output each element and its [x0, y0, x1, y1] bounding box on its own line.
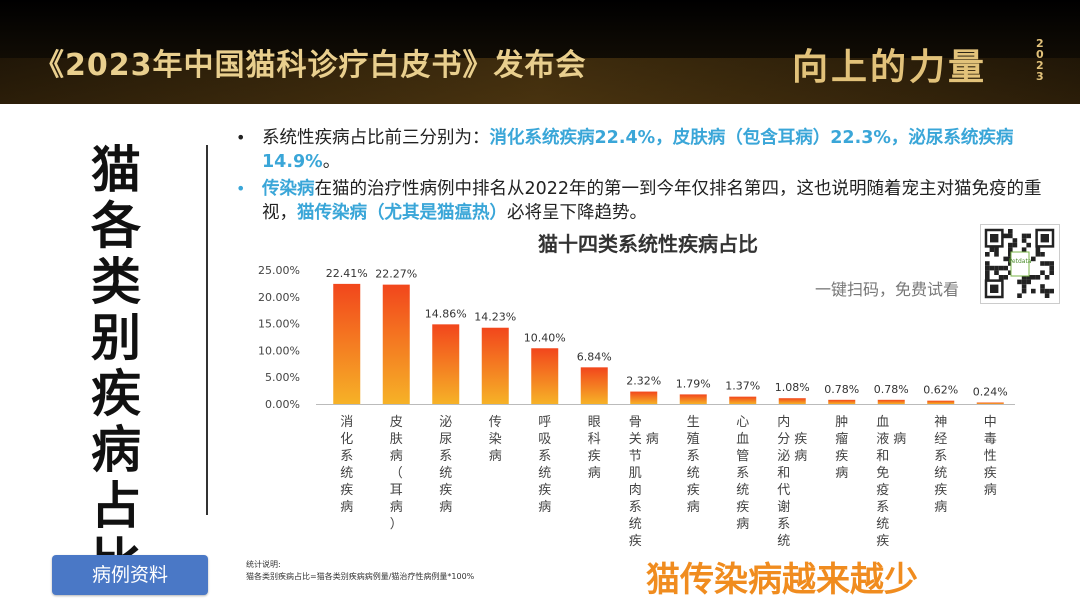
bullet-1-end: 。: [322, 152, 341, 172]
bar-value-label: 1.08%: [775, 381, 810, 394]
bar: [382, 284, 410, 404]
side-title: 猫各类别疾病占比: [91, 141, 141, 590]
y-tick-label: 20.00%: [258, 291, 300, 304]
y-tick-label: 0.00%: [265, 398, 300, 411]
bullet-2-end: 必将呈下降趋势。: [507, 203, 647, 223]
bullet-2-highlight-1: 传染病: [262, 179, 315, 199]
bar: [333, 283, 361, 404]
bar: [679, 394, 707, 404]
bar: [778, 398, 806, 404]
brand-year: 2023: [1036, 37, 1044, 83]
y-tick-label: 25.00%: [258, 264, 300, 277]
bar-value-label: 10.40%: [524, 331, 566, 344]
bullet-1-text: 系统性疾病占比前三分别为：: [262, 128, 490, 148]
bar-value-label: 2.32%: [626, 375, 661, 388]
chart-title: 猫十四类系统性疾病占比: [538, 232, 758, 256]
bullet-1-highlight: 消化系统疾病22.4%，皮肤病（包含耳病）22.3%，泌尿系统疾病14.9%: [262, 128, 1014, 172]
bar: [976, 402, 1004, 404]
x-tick-label: 神经系统疾病: [934, 415, 947, 515]
bar-value-label: 14.23%: [474, 311, 516, 324]
bar-value-label: 1.37%: [725, 380, 760, 393]
case-data-button[interactable]: 病例资料: [52, 555, 208, 595]
bar: [580, 367, 608, 404]
x-tick-label: 生殖系统疾病: [687, 415, 700, 515]
side-divider: [206, 145, 208, 515]
x-tick-label: 眼科疾病: [588, 415, 601, 481]
summary-bullets: • 系统性疾病占比前三分别为：消化系统疾病22.4%，皮肤病（包含耳病）22.3…: [232, 126, 1042, 228]
bullet-2: • 传染病在猫的治疗性病例中排名从2022年的第一到今年仅排名第四，这也说明随着…: [232, 177, 1042, 225]
x-tick-label: 消化系统疾病: [340, 415, 353, 515]
bar: [828, 399, 856, 404]
bar-value-label: 0.62%: [923, 384, 958, 397]
x-tick-label: 骨关节肌肉系统疾病: [629, 415, 659, 549]
notes-formula: 猫各类别疾病占比=猫各类别疾病病例量/猫治疗性病例量*100%: [246, 572, 475, 581]
header-banner: 《2023年中国猫科诊疗白皮书》发布会 向上的力量 2023: [0, 0, 1080, 104]
notes-label: 统计说明:: [246, 560, 281, 569]
x-tick-label: 呼吸系统疾病: [538, 415, 551, 515]
header-glow: [0, 58, 1080, 104]
bar-value-label: 1.79%: [676, 377, 711, 390]
bar-value-label: 22.41%: [326, 267, 368, 280]
slogan: 猫传染病越来越少: [646, 560, 918, 600]
y-tick-label: 5.00%: [265, 371, 300, 384]
x-tick-label: 肿瘤疾病: [835, 415, 848, 481]
bar: [432, 324, 460, 404]
qr-code[interactable]: Petdata: [980, 224, 1060, 304]
bar-value-label: 6.84%: [577, 350, 612, 363]
bullet-2-text: 在猫的治疗性病例中排名从2022年的第一到今年仅排名第四，这也说明随着宠主对猫免…: [262, 179, 1042, 223]
x-tick-label: 传染病: [489, 415, 502, 464]
x-tick-label: 心血管系统疾病: [736, 415, 749, 532]
bullet-dot-icon: •: [236, 179, 246, 198]
x-tick-label: 内分泌和代谢系统疾病: [777, 414, 807, 549]
bar: [481, 327, 509, 404]
bar: [927, 400, 955, 404]
x-tick-label: 皮肤病（耳病）: [390, 415, 403, 532]
x-tick-label: 中毒性疾病: [984, 415, 997, 498]
bar-value-label: 0.78%: [824, 383, 859, 396]
page-title: 《2023年中国猫科诊疗白皮书》发布会: [34, 48, 587, 83]
bar: [729, 396, 757, 404]
bar-value-label: 0.78%: [874, 383, 909, 396]
x-tick-label: 泌尿系统疾病: [439, 415, 452, 515]
bar-value-label: 0.24%: [973, 386, 1008, 399]
bar-value-label: 22.27%: [375, 268, 417, 281]
bullet-1: • 系统性疾病占比前三分别为：消化系统疾病22.4%，皮肤病（包含耳病）22.3…: [232, 126, 1042, 174]
bar-value-label: 14.86%: [425, 307, 467, 320]
qr-caption: 一键扫码，免费试看: [815, 280, 960, 299]
qr-code-icon: Petdata: [984, 228, 1055, 299]
bullet-2-highlight-2: 猫传染病（尤其是猫瘟热）: [297, 203, 507, 223]
y-tick-label: 10.00%: [258, 344, 300, 357]
bullet-dot-icon: •: [236, 128, 246, 147]
y-tick-label: 15.00%: [258, 318, 300, 331]
bar: [630, 391, 658, 404]
bar: [877, 399, 905, 404]
bar: [531, 348, 559, 404]
qr-brand-text: Petdata: [1009, 258, 1032, 265]
x-tick-label: 血液和免疫系统疾病: [876, 415, 906, 549]
brand-logo: 向上的力量: [792, 47, 988, 88]
